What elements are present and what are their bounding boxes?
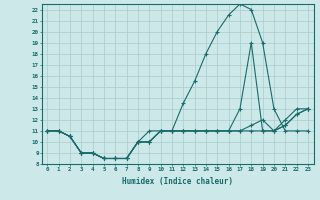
X-axis label: Humidex (Indice chaleur): Humidex (Indice chaleur) [122,177,233,186]
